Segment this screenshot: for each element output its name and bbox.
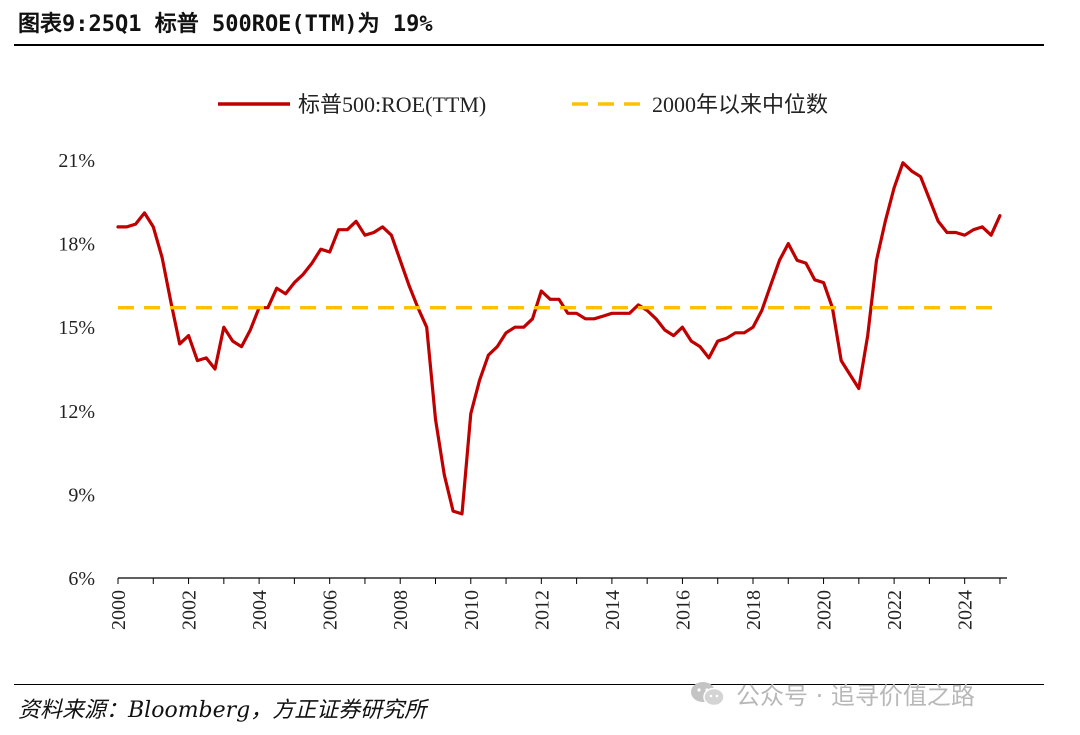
x-tick-label: 2024 — [955, 590, 977, 630]
x-tick-label: 2012 — [531, 590, 553, 630]
x-tick-label: 2006 — [320, 590, 342, 630]
x-tick-label: 2020 — [814, 590, 836, 630]
figure-title: 图表9:25Q1 标普 500ROE(TTM)为 19% — [18, 12, 433, 37]
series-group — [116, 161, 1002, 516]
y-tick-label: 12% — [58, 401, 95, 423]
y-tick-label: 18% — [58, 234, 95, 256]
x-tick-label: 2014 — [602, 590, 624, 630]
x-tick-label: 2004 — [249, 590, 271, 630]
source-note: 资料来源：Bloomberg，方正证券研究所 — [18, 698, 427, 723]
x-tick-label: 2008 — [390, 590, 412, 630]
x-tick-label: 2018 — [743, 590, 765, 630]
roe-series-line — [116, 161, 1002, 516]
x-tick-label: 2010 — [461, 590, 483, 630]
legend-median-label: 2000年以来中位数 — [652, 92, 828, 117]
source-rule — [14, 684, 1044, 685]
y-tick-label: 21% — [58, 150, 95, 172]
title-rule — [14, 44, 1044, 46]
y-tick-label: 15% — [58, 317, 95, 339]
x-tick-label: 2000 — [108, 590, 130, 630]
legend: 标普500:ROE(TTM) 2000年以来中位数 — [218, 92, 828, 117]
y-tick-label: 9% — [68, 484, 95, 506]
axes: 6% 9% 12% 15% 18% 21% 2000 2002 2004 2006 2008 2010… — [58, 150, 1007, 630]
x-tick-label: 2002 — [179, 590, 201, 630]
legend-roe-label: 标普500:ROE(TTM) — [298, 92, 486, 117]
x-tick-label: 2016 — [672, 590, 694, 630]
watermark-text: 公众号 · 追寻价值之路 — [736, 682, 975, 710]
y-tick-label: 6% — [68, 568, 95, 590]
watermark: 公众号 · 追寻价值之路 — [690, 676, 975, 711]
x-tick-label: 2022 — [884, 590, 906, 630]
wechat-icon — [691, 681, 725, 706]
